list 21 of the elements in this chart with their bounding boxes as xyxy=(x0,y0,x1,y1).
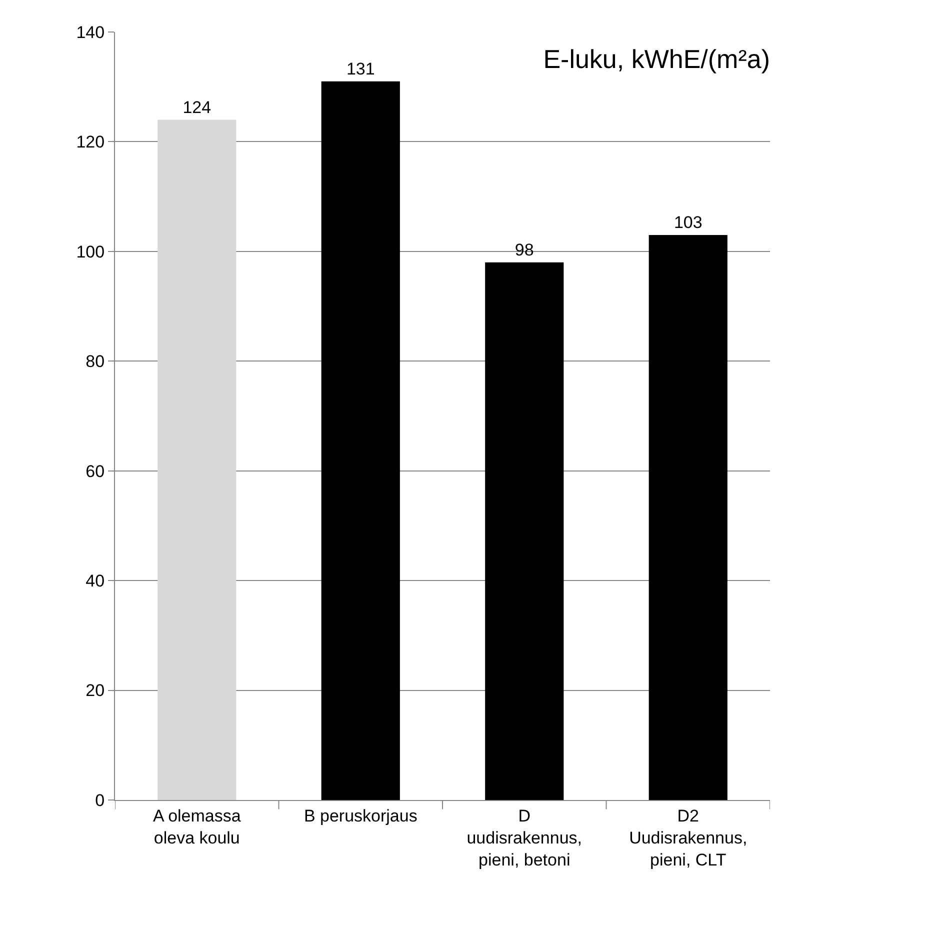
data-label: 98 xyxy=(514,240,534,260)
y-tick-label: 60 xyxy=(86,462,105,481)
x-tick-label: B peruskorjaus xyxy=(304,806,418,826)
data-label: 103 xyxy=(674,212,702,232)
y-tick-label: 0 xyxy=(95,790,105,810)
y-tick-label: 80 xyxy=(86,352,105,372)
bar xyxy=(321,81,400,800)
bar xyxy=(648,234,728,800)
bar xyxy=(485,262,564,800)
y-tick-label: 20 xyxy=(86,681,105,700)
y-tick-label: 120 xyxy=(76,132,105,152)
bar xyxy=(158,120,236,800)
x-tick-label: D uudisrakennus, pieni, betoni xyxy=(466,806,582,870)
y-tick-label: 40 xyxy=(86,572,105,591)
y-tick-label: 100 xyxy=(76,242,105,262)
y-tick-label: 140 xyxy=(76,22,105,42)
data-label: 124 xyxy=(182,98,212,117)
text: E-luku, kWhE/(m²a) xyxy=(543,44,770,74)
x-tick-label: A olemassa oleva koulu xyxy=(152,806,242,848)
x-tick-label: D2 Uudisrakennus, pieni, CLT xyxy=(629,806,748,870)
data-label: 131 xyxy=(346,59,375,78)
